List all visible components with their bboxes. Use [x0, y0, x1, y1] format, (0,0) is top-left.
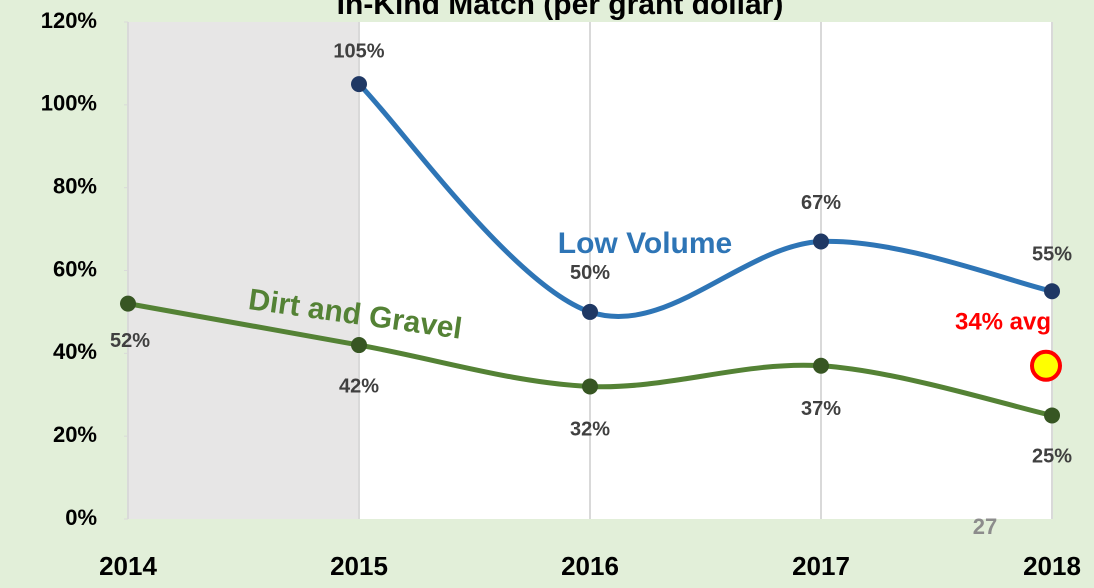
marker	[351, 76, 367, 93]
y-tick-label: 100%	[41, 91, 97, 116]
marker	[351, 337, 367, 354]
y-tick-label: 20%	[53, 422, 97, 447]
avg-marker	[1030, 349, 1062, 382]
x-tick-label: 2017	[792, 551, 850, 581]
x-tick-label: 2018	[1023, 551, 1081, 581]
page-number: 27	[973, 514, 997, 539]
y-tick-label: 40%	[53, 339, 97, 364]
x-tick-label: 2014	[99, 551, 157, 581]
data-label: 42%	[339, 375, 379, 397]
y-tick-label: 80%	[53, 173, 97, 198]
marker	[813, 357, 829, 374]
chart-title: In-Kind Match (per grant dollar)	[337, 0, 784, 21]
data-label: 25%	[1032, 446, 1072, 468]
data-label: 50%	[570, 262, 610, 284]
data-label: 32%	[570, 419, 610, 441]
data-label: 67%	[801, 192, 841, 214]
line	[357, 82, 1053, 320]
marker	[1044, 283, 1060, 300]
annotation: 34% avg	[955, 308, 1051, 335]
x-tick-label: 2016	[561, 551, 619, 581]
data-label: 55%	[1032, 243, 1072, 265]
marker	[582, 303, 598, 320]
y-tick-label: 120%	[41, 8, 97, 33]
marker	[120, 295, 136, 312]
data-label: 37%	[801, 398, 841, 420]
marker	[582, 378, 598, 395]
y-tick-label: 60%	[53, 256, 97, 281]
series-label: Low Volume	[558, 227, 732, 260]
y-tick-label: 0%	[65, 505, 97, 530]
x-tick-label: 2015	[330, 551, 388, 581]
data-label: 52%	[110, 330, 150, 352]
marker	[813, 233, 829, 250]
marker	[1044, 407, 1060, 424]
data-label: 105%	[333, 40, 384, 62]
shaded-region	[128, 22, 359, 519]
